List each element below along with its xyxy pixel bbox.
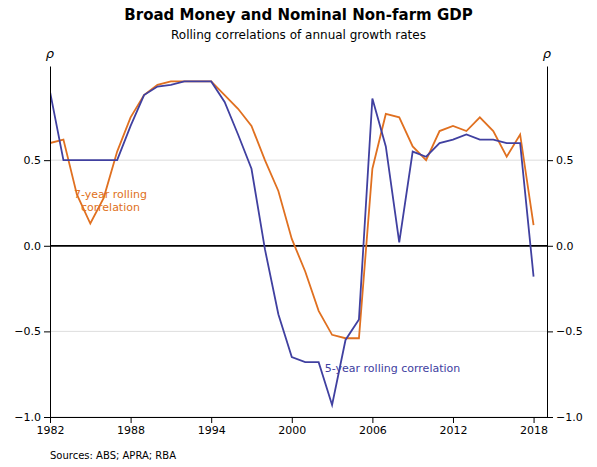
chart: 1982 1988 1994 2000 2006 2012 2018 −1.0 −0.5 0.0 0… [0,0,597,467]
tick-label: 0.5 [556,154,574,167]
tick-mark [50,417,51,423]
grid [50,160,547,417]
y-axis-label: ρ [46,46,55,61]
tick-mark [44,246,50,247]
tick-mark [534,417,535,423]
tick: 2006 [359,417,387,437]
tick-label: 1982 [37,424,65,437]
tick-label: 1994 [198,424,226,437]
tick: −0.5 [14,325,50,338]
tick: 1994 [198,417,226,437]
lines [50,81,534,405]
tick-label: −1.0 [14,411,41,424]
tick-label: 2000 [278,424,306,437]
tick: 2018 [520,417,548,437]
tick-mark [131,417,132,423]
tick-label: 0.0 [24,240,42,253]
tick-label: 0.5 [24,154,42,167]
tick: 0.5 [547,154,574,167]
y2-axis: −1.0 −0.5 0.0 0.5 [547,67,583,425]
tick: 2012 [439,417,467,437]
y-axis: −1.0 −0.5 0.0 0.5 [14,67,50,425]
tick-label: −1.0 [556,411,583,424]
tick-mark [211,417,212,423]
annotation: 5-year rolling correlation [325,362,460,375]
tick-label: 0.0 [556,240,574,253]
axis-line [50,67,51,418]
title: Broad Money and Nominal Non-farm GDP [124,6,472,24]
series-line [50,81,534,338]
tick: 0.0 [24,240,51,253]
tick-mark [372,417,373,423]
annotation-line: 7-year rolling [74,188,147,201]
annotation: 7-year rollingcorrelation [74,188,147,214]
y2-axis-label: ρ [543,46,552,61]
tick-label: 2006 [359,424,387,437]
zero-line [50,245,547,247]
annotations: 7-year rollingcorrelation 5-year rolling … [74,188,460,375]
tick-label: 2018 [520,424,548,437]
tick: 0.0 [547,240,574,253]
tick-label: 2012 [439,424,467,437]
tick: 1988 [117,417,145,437]
series-line [50,81,534,405]
axis-line [51,417,548,418]
tick: 0.5 [24,154,51,167]
source: Sources: ABS; APRA; RBA [50,450,176,461]
tick-label: −0.5 [556,325,583,338]
annotation-line: 5-year rolling correlation [325,362,460,375]
x-axis: 1982 1988 1994 2000 2006 2012 2018 [37,417,549,437]
tick-label: −0.5 [14,325,41,338]
tick-mark [547,331,553,332]
tick-mark [547,417,553,418]
tick: 2000 [278,417,306,437]
tick: −1.0 [547,411,583,424]
tick-mark [547,160,553,161]
tick-mark [292,417,293,423]
plot-area: 1982 1988 1994 2000 2006 2012 2018 −1.0 −0.5 0.0 0… [14,67,582,437]
annotation-line: correlation [81,201,140,214]
tick-label: 1988 [117,424,145,437]
tick-mark [547,246,553,247]
axis-line [547,67,548,418]
tick-mark [44,417,50,418]
tick: −1.0 [14,411,50,424]
subtitle: Rolling correlations of annual growth ra… [171,28,426,42]
grid-line [50,160,547,161]
grid-line [50,417,547,418]
grid-line [50,331,547,332]
tick-mark [453,417,454,423]
tick-mark [44,331,50,332]
tick: −0.5 [547,325,583,338]
tick-mark [44,160,50,161]
